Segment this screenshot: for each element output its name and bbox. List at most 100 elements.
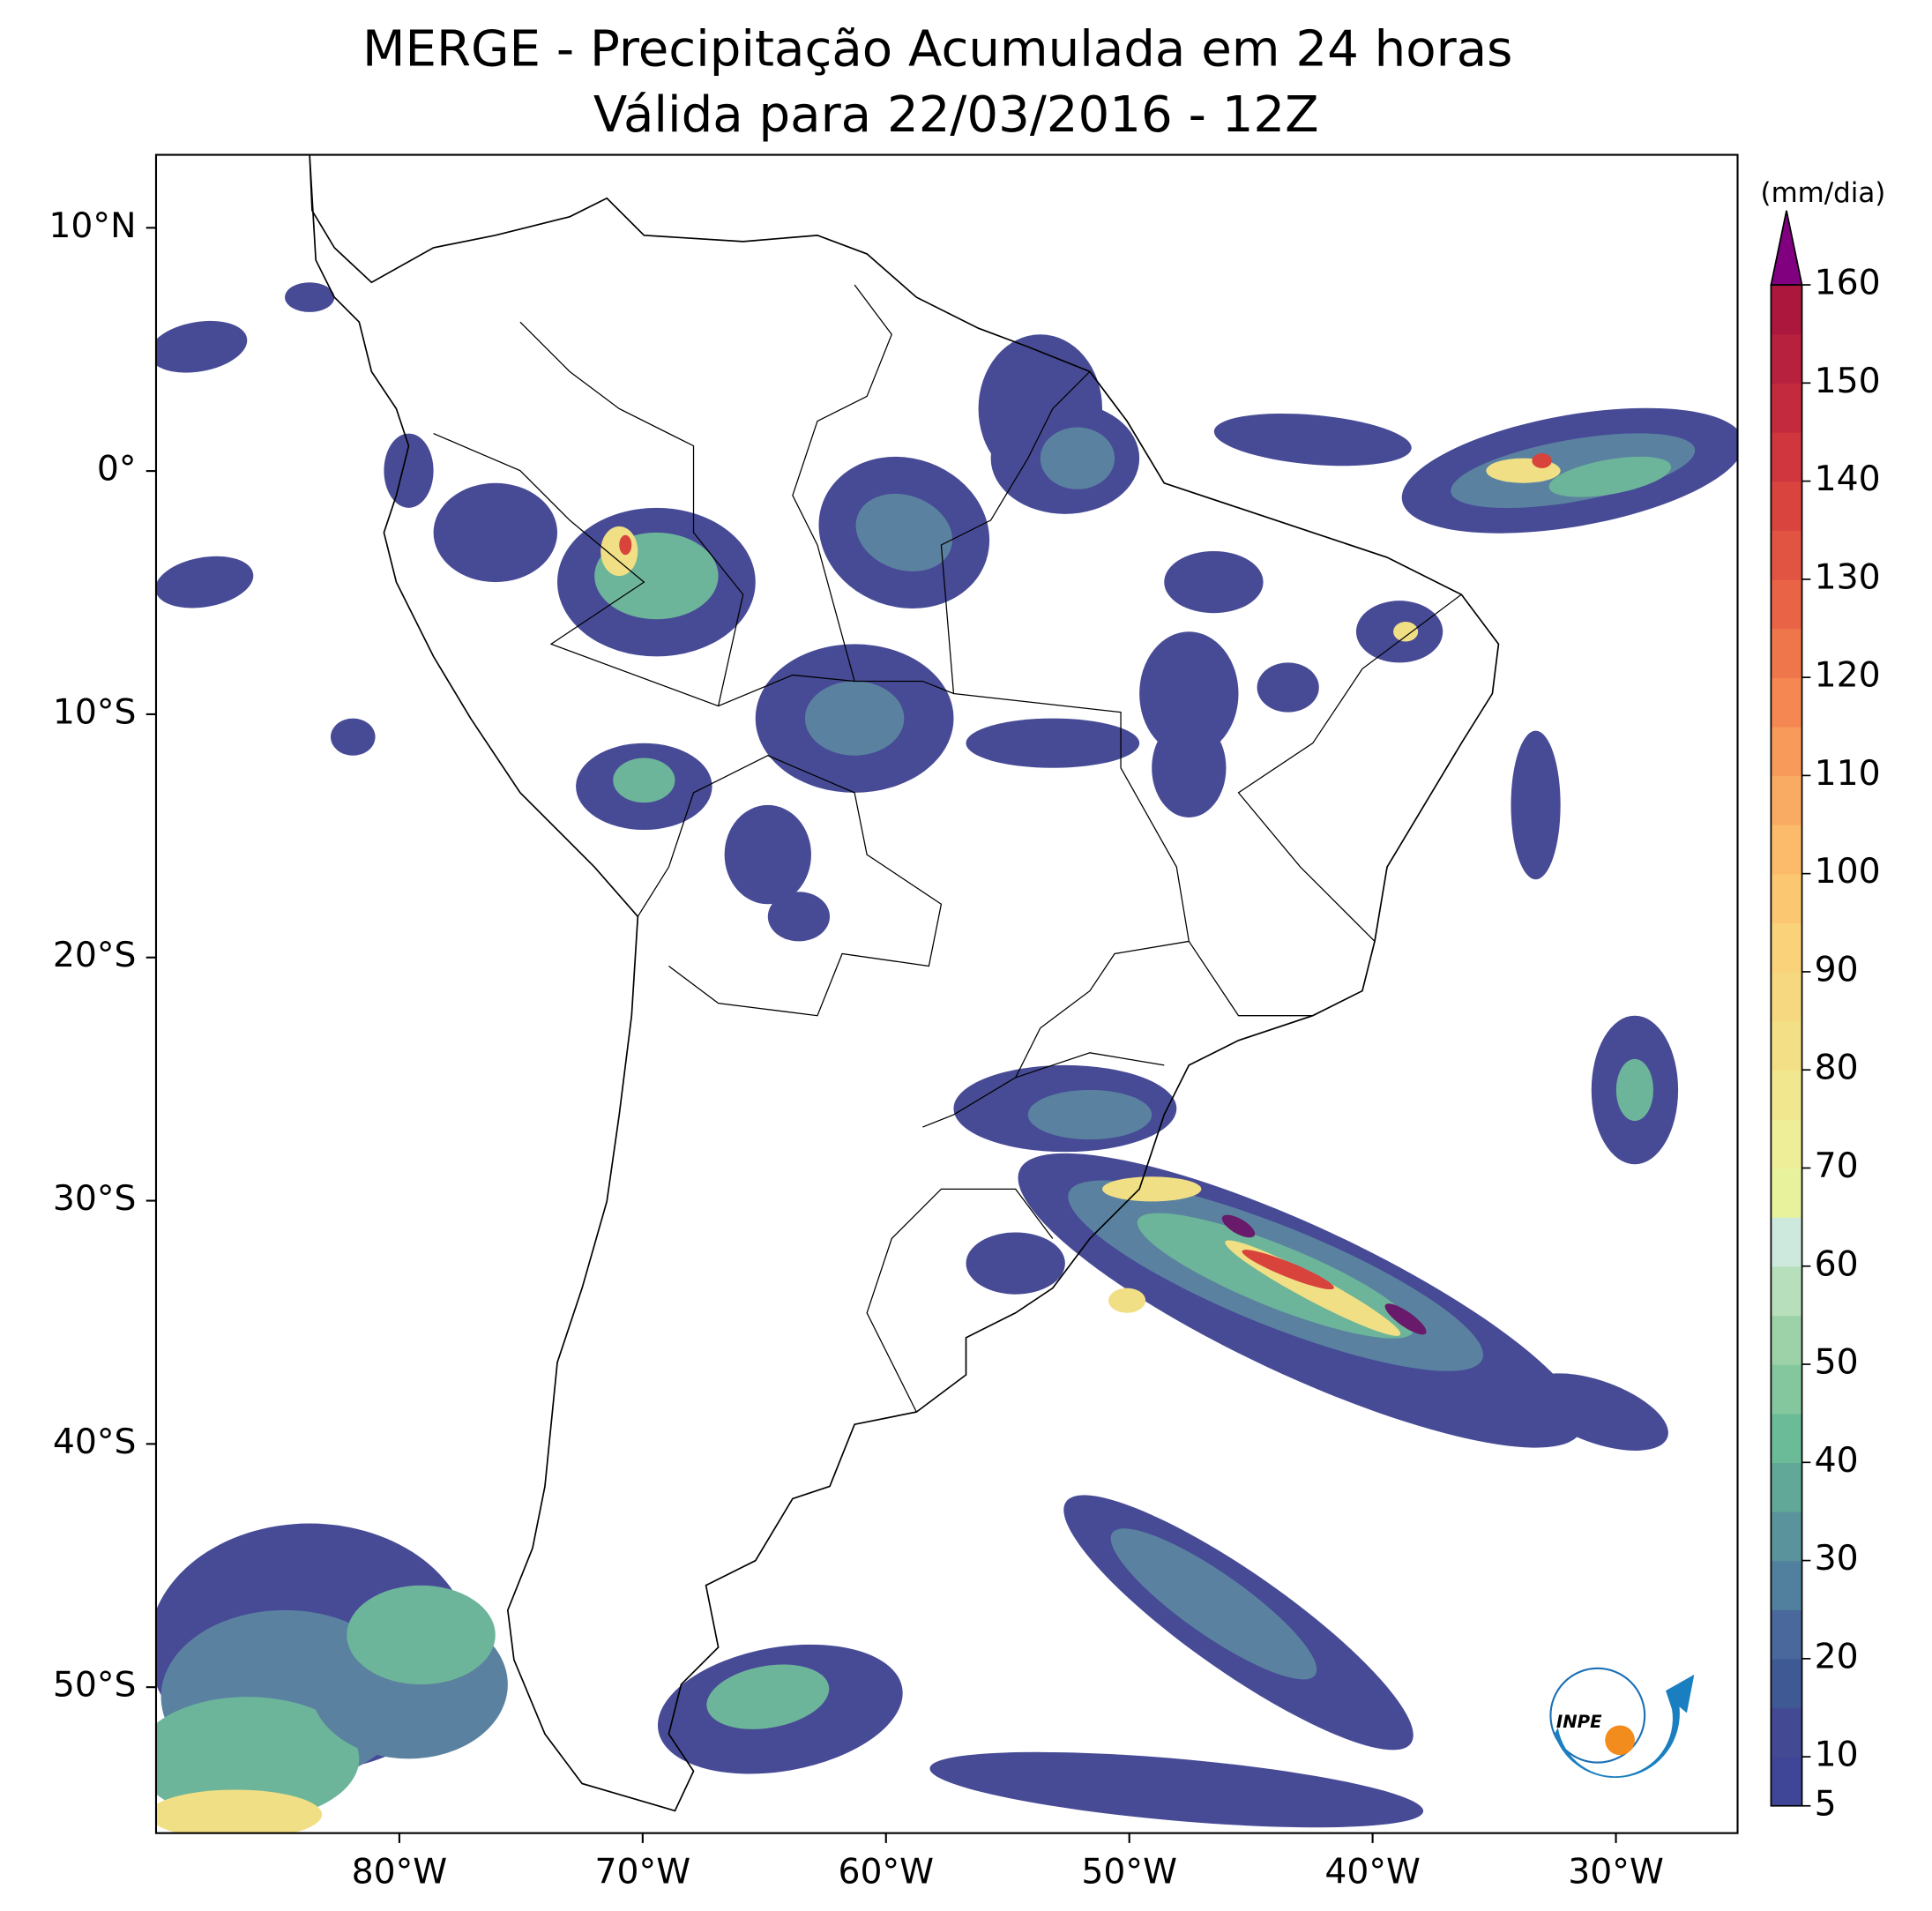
colorbar-segment <box>1771 1413 1802 1464</box>
rain-area <box>1213 413 1412 467</box>
colorbar-segment <box>1771 530 1802 580</box>
rain-area <box>706 1664 830 1729</box>
rain-area <box>384 433 434 508</box>
rain-area <box>1548 456 1672 497</box>
colorbar-segment <box>1771 1707 1802 1758</box>
rain-area <box>1027 1089 1152 1140</box>
colorbar-tick-label: 100 <box>1815 852 1881 892</box>
logo: INPE <box>1549 1667 1695 1779</box>
rain-area <box>1511 730 1561 880</box>
rain-area <box>1384 1303 1427 1335</box>
colorbar-segment <box>1771 1168 1802 1218</box>
colorbar-segment <box>1771 677 1802 728</box>
rain-area <box>1108 1288 1146 1313</box>
x-tick-label: 40°W <box>1324 1853 1421 1892</box>
x-tick-label: 50°W <box>1081 1853 1177 1892</box>
colorbar-tick-label: 140 <box>1815 459 1881 499</box>
colorbar-tick-label: 130 <box>1815 557 1881 597</box>
x-tick-label: 70°W <box>595 1853 691 1892</box>
x-tick-label: 60°W <box>838 1853 934 1892</box>
rain-area <box>613 758 675 803</box>
colorbar-tick-label: 160 <box>1815 264 1881 303</box>
rain-area <box>966 718 1140 768</box>
colorbar-segment <box>1771 383 1802 433</box>
rain-area <box>804 681 905 756</box>
colorbar: 5 10 20 30 40 50 60 70 80 90 100 110 120 130 140 150 160… <box>1761 177 1886 1824</box>
rain-area <box>433 482 558 583</box>
colorbar-extend <box>1770 210 1803 286</box>
rain-area <box>285 282 335 312</box>
colorbar-segment <box>1771 1658 1802 1709</box>
colorbar-tick-label: 60 <box>1815 1244 1859 1284</box>
rain-area <box>1257 662 1319 713</box>
rain-area <box>1242 1250 1334 1290</box>
colorbar-frame <box>1770 284 1803 1807</box>
rain-area <box>1102 1176 1202 1202</box>
colorbar-tick-label: 20 <box>1815 1637 1859 1676</box>
figure: MERGE - Precipitação Acumulada em 24 hor… <box>48 21 1885 1892</box>
rain-area <box>1040 427 1115 489</box>
colorbar-segment <box>1771 726 1802 777</box>
rain-area <box>1221 1214 1256 1238</box>
colorbar-tick-label: 150 <box>1815 362 1881 401</box>
logo-arrow <box>1554 1674 1695 1779</box>
rain-area <box>1152 718 1227 817</box>
rain-area <box>155 556 254 608</box>
colorbar-segment <box>1771 825 1802 875</box>
title: MERGE - Precipitação Acumulada em 24 hor… <box>362 21 1512 78</box>
colorbar-segment <box>1771 1020 1802 1071</box>
rain-area <box>1526 1373 1668 1451</box>
colorbar-tick-label: 5 <box>1815 1784 1837 1824</box>
y-tick-label: 10°S <box>53 692 137 732</box>
colorbar-segment <box>1771 333 1802 384</box>
rain-area <box>155 320 248 373</box>
colorbar-segment <box>1771 1217 1802 1267</box>
subtitle: Válida para 22/03/2016 - 12Z <box>593 86 1319 144</box>
colorbar-segment <box>1771 1070 1802 1120</box>
y-tick-label: 0° <box>97 450 137 489</box>
rain-area <box>619 534 632 556</box>
colorbar-tick-label: 40 <box>1815 1441 1859 1481</box>
rain-area <box>1393 622 1419 642</box>
colorbar-label: (mm/dia) <box>1761 177 1886 209</box>
colorbar-segment <box>1771 873 1802 924</box>
logo-ring <box>1549 1667 1646 1764</box>
x-tick-label: 30°W <box>1568 1853 1664 1892</box>
y-tick-label: 10°N <box>48 206 136 246</box>
rain-area <box>1532 453 1552 468</box>
colorbar-tick-label: 70 <box>1815 1146 1859 1186</box>
y-tick-label: 20°S <box>53 936 137 975</box>
colorbar-segment <box>1771 1118 1802 1169</box>
colorbar-segment <box>1771 579 1802 630</box>
colorbar-segment <box>1771 971 1802 1022</box>
rain-area <box>1615 1058 1654 1122</box>
colorbar-segment <box>1771 775 1802 825</box>
rain-area <box>331 718 376 756</box>
colorbar-segment <box>1771 1462 1802 1512</box>
rain-area <box>929 1751 1424 1828</box>
colorbar-segment <box>1771 1609 1802 1660</box>
y-tick-label: 40°S <box>53 1422 137 1462</box>
precipitation-field <box>155 282 1738 1833</box>
rain-area <box>724 804 811 905</box>
colorbar-tick-label: 80 <box>1815 1049 1859 1088</box>
colorbar-tick-label: 110 <box>1815 754 1881 794</box>
colorbar-tick-label: 50 <box>1815 1343 1859 1383</box>
colorbar-segment <box>1771 1511 1802 1562</box>
colorbar-tick-label: 120 <box>1815 656 1881 696</box>
rain-area <box>855 493 953 571</box>
colorbar-segment <box>1771 481 1802 531</box>
colorbar-segment <box>1771 628 1802 678</box>
colorbar-tick-label: 30 <box>1815 1539 1859 1579</box>
y-tick-label: 30°S <box>53 1179 137 1219</box>
x-tick-label: 80°W <box>352 1853 448 1892</box>
colorbar-segment <box>1771 922 1802 973</box>
logo-text: INPE <box>1556 1712 1602 1732</box>
rain-area <box>767 892 831 942</box>
colorbar-segment <box>1771 1560 1802 1610</box>
colorbar-segment <box>1771 431 1802 482</box>
rain-area <box>347 1585 496 1685</box>
rain-area <box>155 1697 360 1821</box>
rain-area <box>1139 631 1239 756</box>
